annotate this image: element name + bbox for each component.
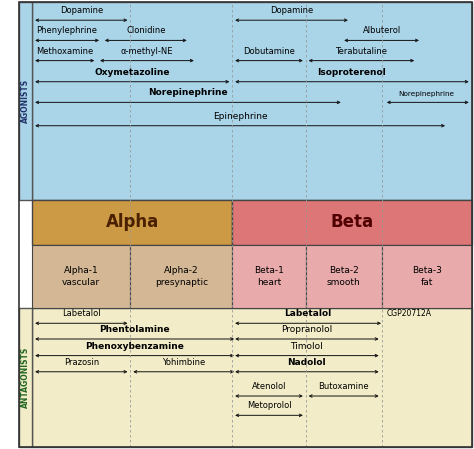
Bar (382, 245, 472, 308)
Text: Dopamine: Dopamine (270, 6, 313, 15)
Text: Alpha-1
vascular: Alpha-1 vascular (62, 266, 100, 286)
Text: Metoprolol: Metoprolol (246, 401, 292, 410)
Text: AGONISTS: AGONISTS (21, 79, 30, 123)
Text: Clonidine: Clonidine (126, 26, 165, 35)
Text: CGP20712A: CGP20712A (386, 309, 431, 318)
Text: Norepinephrine: Norepinephrine (148, 88, 228, 97)
Text: Phenylephrine: Phenylephrine (36, 26, 98, 35)
Text: α-methyl-NE: α-methyl-NE (121, 47, 173, 56)
Bar (19, 308, 32, 447)
Text: Nadolol: Nadolol (288, 358, 326, 367)
Text: Phenoxybenzamine: Phenoxybenzamine (85, 342, 184, 351)
Text: Yohimbine: Yohimbine (162, 358, 205, 367)
Text: Beta-1
heart: Beta-1 heart (254, 266, 284, 286)
Bar (232, 200, 472, 245)
Bar (32, 308, 472, 447)
Text: Terabutaline: Terabutaline (336, 47, 387, 56)
Bar (32, 2, 472, 200)
Text: Propranolol: Propranolol (281, 325, 333, 334)
Text: Alpha-2
presynaptic: Alpha-2 presynaptic (155, 266, 208, 286)
Bar (130, 245, 232, 308)
Text: Epinephrine: Epinephrine (213, 112, 267, 121)
Text: Dobutamine: Dobutamine (243, 47, 295, 56)
Bar (232, 245, 306, 308)
Text: Norepinephrine: Norepinephrine (399, 92, 455, 97)
Text: Beta: Beta (330, 213, 374, 231)
Text: Butoxamine: Butoxamine (319, 382, 369, 391)
Text: Beta-2
smooth: Beta-2 smooth (327, 266, 361, 286)
Text: ANTAGONISTS: ANTAGONISTS (21, 347, 30, 408)
Text: Atenolol: Atenolol (252, 382, 286, 391)
Bar (32, 200, 232, 245)
Text: Beta-3
fat: Beta-3 fat (411, 266, 442, 286)
Bar (19, 2, 32, 200)
Text: Albuterol: Albuterol (363, 26, 401, 35)
Text: Methoxamine: Methoxamine (36, 47, 93, 56)
Text: Dopamine: Dopamine (60, 6, 103, 15)
Text: Alpha: Alpha (106, 213, 159, 231)
Text: Prazosin: Prazosin (64, 358, 99, 367)
Text: Oxymetazoline: Oxymetazoline (94, 68, 170, 77)
Text: Labetalol: Labetalol (62, 309, 100, 318)
Bar (306, 245, 382, 308)
Text: Isoproterenol: Isoproterenol (318, 68, 386, 77)
Text: Timolol: Timolol (291, 342, 323, 351)
Text: Labetalol: Labetalol (284, 309, 332, 318)
Bar (32, 245, 130, 308)
Text: Phentolamine: Phentolamine (100, 325, 170, 334)
